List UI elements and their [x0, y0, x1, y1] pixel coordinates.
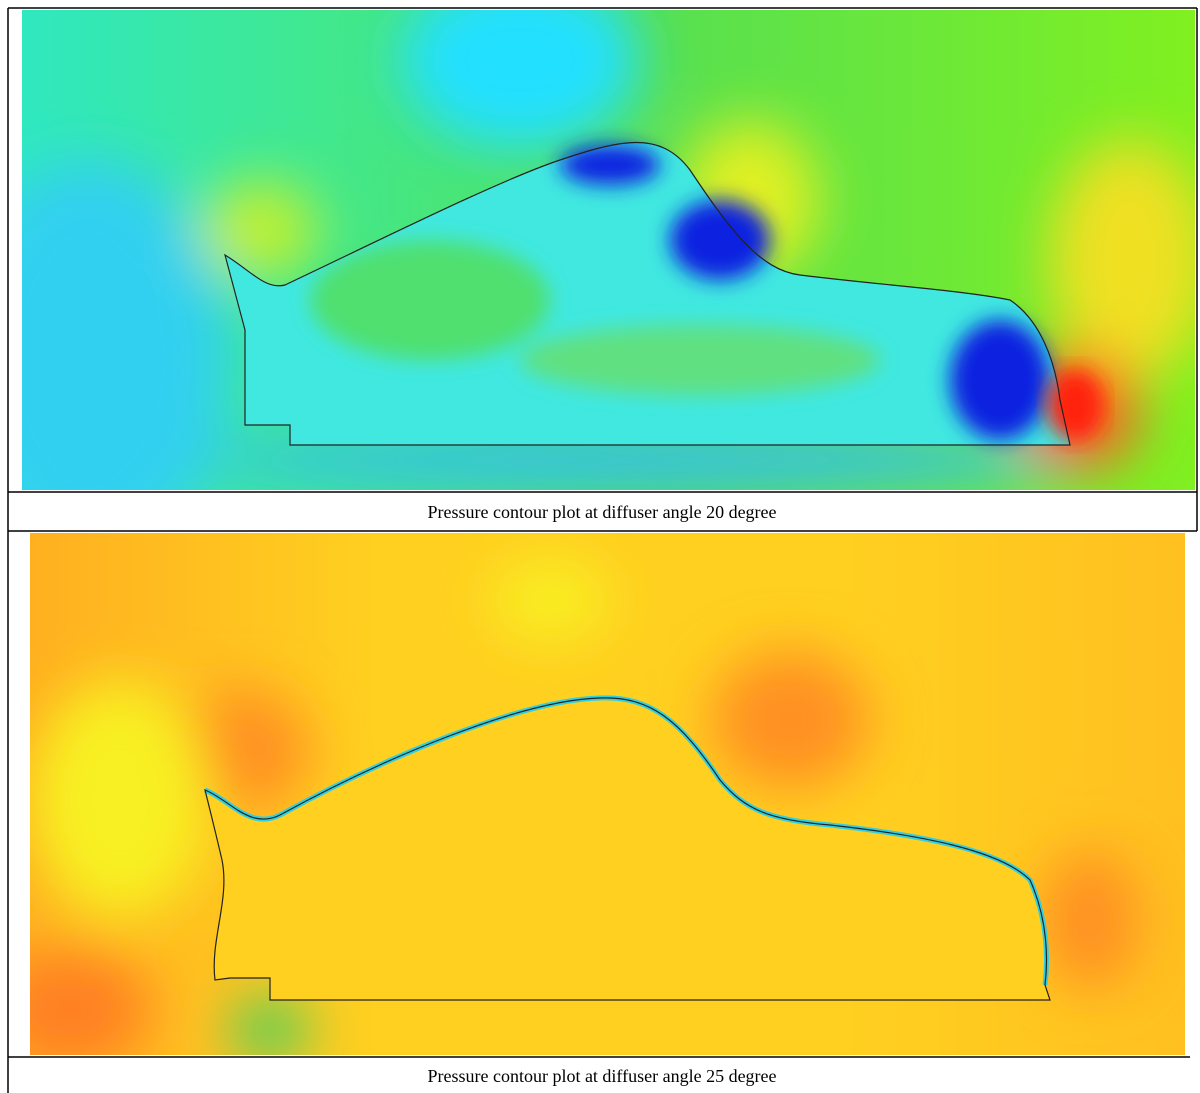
stagnation-zone — [1047, 370, 1103, 440]
document: Pressure contour plot at diffuser angle … — [0, 0, 1200, 1093]
caption: Pressure contour plot at diffuser angle … — [427, 502, 776, 522]
page: Pressure contour plot at diffuser angle … — [0, 0, 1200, 1093]
caption: Pressure contour plot at diffuser angle … — [427, 1066, 776, 1086]
contour-plot — [0, 0, 1200, 560]
contour-plot — [0, 533, 1185, 1070]
